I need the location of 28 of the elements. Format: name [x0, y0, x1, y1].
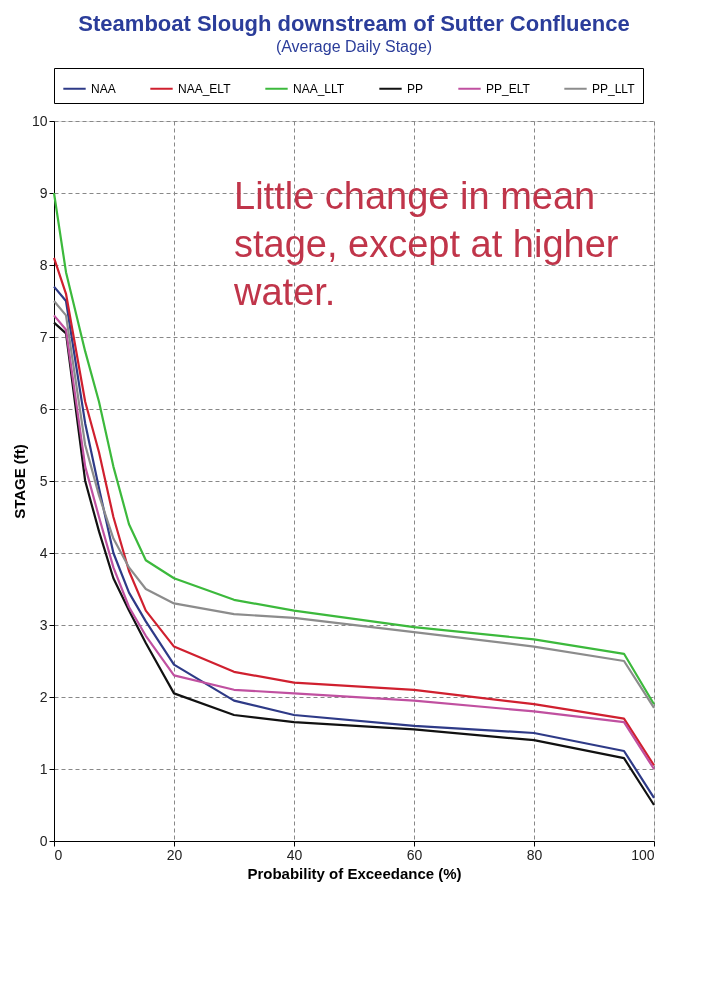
y-tick-label: 6	[39, 400, 48, 417]
chart-subtitle: (Average Daily Stage)	[275, 37, 433, 55]
x-tick-label: 0	[54, 846, 63, 863]
x-tick-label: 40	[286, 846, 303, 863]
legend-label: NAA_ELT	[178, 81, 232, 96]
y-tick-label: 10	[31, 112, 48, 129]
y-tick-label: 2	[39, 688, 48, 705]
y-tick-label: 4	[39, 544, 48, 561]
x-axis-title: Probability of Exceedance (%)	[247, 864, 462, 882]
legend-label: NAA_LLT	[293, 81, 345, 96]
y-tick-label: 0	[39, 832, 48, 849]
x-tick-label: 100	[631, 846, 655, 863]
x-tick-label: 60	[406, 846, 423, 863]
y-tick-label: 3	[39, 616, 48, 633]
x-tick-label: 80	[526, 846, 543, 863]
legend-label: NAA	[91, 81, 116, 96]
y-axis-title: STAGE (ft)	[10, 444, 28, 519]
legend-label: PP	[407, 81, 424, 96]
legend-label: PP_ELT	[486, 81, 531, 96]
y-tick-label: 1	[39, 760, 48, 777]
annotation: Little change in mean stage, except at higher water.	[233, 174, 619, 313]
y-tick-label: 9	[39, 184, 48, 201]
y-tick-label: 8	[39, 256, 48, 273]
y-tick-label: 7	[39, 328, 48, 345]
y-tick-label: 5	[39, 472, 48, 489]
legend-label: PP_LLT	[592, 81, 636, 96]
x-tick-label: 20	[166, 846, 183, 863]
chart-title: Steamboat Slough downstream of Sutter Confluence	[78, 10, 630, 36]
